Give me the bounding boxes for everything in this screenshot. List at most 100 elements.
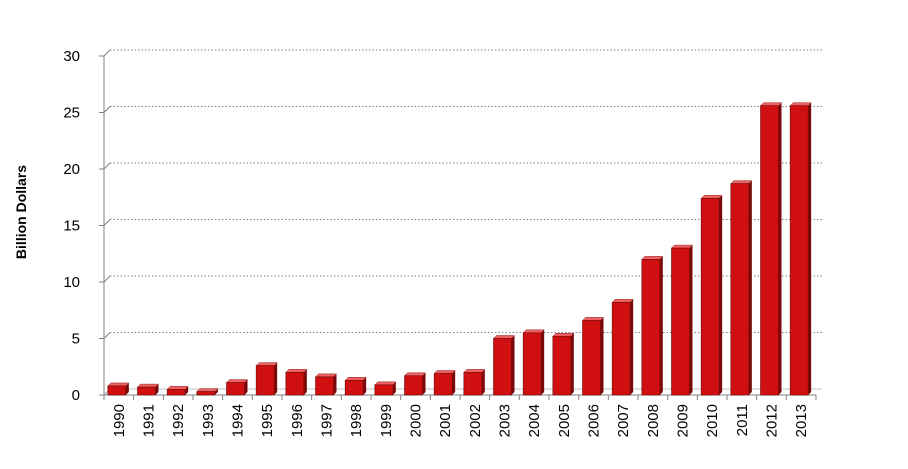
bar-front (404, 375, 423, 396)
x-tick-label: 2000 (408, 404, 425, 437)
x-tick-label: 2005 (556, 404, 573, 437)
x-tick-label: 1995 (259, 404, 276, 437)
bar-front (789, 105, 809, 396)
bar-top (403, 372, 427, 377)
bars (107, 102, 812, 396)
bar-front (700, 198, 720, 396)
x-tick-label: 1996 (289, 404, 306, 437)
gridline-diag-4 (103, 162, 111, 170)
bar-side (274, 362, 278, 395)
x-tick-label: 2008 (645, 404, 662, 437)
bar-top (641, 256, 664, 260)
bar-top (730, 180, 753, 184)
bar-top (136, 383, 160, 388)
bar-front (730, 183, 750, 396)
bar-front (641, 259, 661, 396)
gridline-diag-5 (103, 106, 111, 113)
x-tick-label: 2013 (793, 404, 810, 437)
bar-side (600, 317, 604, 395)
bar-front (137, 386, 156, 396)
bar-top (255, 362, 278, 366)
bar-front (315, 376, 334, 396)
x-tick-label: 1992 (170, 404, 187, 437)
y-tick-label: 0 (72, 387, 80, 404)
bar-1993 (196, 388, 219, 396)
bar-side (748, 180, 752, 395)
bar-1992 (166, 386, 189, 396)
x-tick-label: 1990 (111, 404, 128, 437)
bar-2001 (433, 370, 456, 396)
bar-side (155, 384, 159, 395)
bar-side (392, 381, 396, 395)
y-tick-label: 5 (72, 331, 80, 348)
gridline-diag-1 (103, 332, 111, 339)
bar-1999 (374, 381, 397, 396)
bar-2005 (552, 332, 575, 396)
y-tick-label: 25 (63, 105, 80, 122)
bar-front (671, 247, 690, 396)
gridline-diag-2 (103, 275, 111, 283)
x-tick-label: 2002 (467, 404, 484, 437)
bar-front (255, 365, 275, 396)
gridlines (103, 49, 822, 339)
y-tick-label: 10 (63, 274, 80, 291)
bar-side (689, 245, 693, 395)
bar-2007 (611, 299, 634, 396)
bar-top (285, 369, 308, 373)
bar-1995 (255, 362, 278, 396)
bar-side (570, 333, 574, 395)
bar-side (541, 329, 545, 395)
x-tick-label: 2007 (615, 404, 632, 437)
bar-front (552, 335, 572, 396)
bar-side (185, 386, 189, 395)
bar-side (778, 102, 782, 395)
gridline-diag-6 (103, 49, 111, 57)
bar-front (611, 302, 631, 396)
bar-front (582, 320, 601, 396)
x-tick-label: 1999 (378, 404, 395, 437)
bar-top (759, 102, 783, 106)
bar-side (363, 377, 367, 395)
bar-top (463, 369, 486, 373)
bar-2008 (641, 256, 664, 396)
bar-2010 (700, 195, 723, 396)
bar-side (719, 195, 723, 395)
bar-side (244, 379, 248, 395)
x-tick-label: 2006 (586, 404, 603, 437)
y-tick-labels: 0 5 10 15 20 25 30 (63, 48, 80, 404)
bar-top (314, 373, 338, 378)
x-tick-label: 2001 (437, 404, 454, 437)
bar-1996 (285, 369, 308, 396)
bar-2012 (759, 102, 783, 396)
bar-front (522, 332, 542, 396)
x-tick-label: 1998 (348, 404, 365, 437)
gridline-diag-3 (103, 219, 111, 226)
bar-top (492, 335, 516, 339)
bar-2002 (463, 369, 486, 396)
bar-2009 (670, 244, 694, 396)
bar-front (166, 389, 186, 396)
bar-top (700, 195, 723, 199)
bar-1990 (107, 382, 130, 396)
bar-1998 (344, 377, 367, 396)
bar-front (463, 372, 483, 396)
bar-front (493, 338, 512, 396)
x-tick-label: 2004 (526, 404, 543, 437)
y-axis-title: Billion Dollars (13, 165, 29, 259)
bar-front (196, 391, 216, 396)
bar-top (225, 379, 249, 383)
bar-1991 (136, 383, 160, 396)
x-tick-label: 1991 (141, 404, 158, 437)
bar-top (670, 244, 694, 249)
bar-front (285, 372, 305, 396)
bar-front (344, 380, 364, 396)
bar-side (630, 299, 634, 395)
bar-top (166, 386, 189, 390)
x-tick-label: 2011 (734, 404, 751, 436)
x-tick-label: 2012 (764, 404, 781, 437)
bar-2004 (522, 329, 545, 396)
x-tick-label: 2003 (497, 404, 514, 437)
bar-side (511, 335, 515, 395)
bar-side (808, 102, 812, 395)
